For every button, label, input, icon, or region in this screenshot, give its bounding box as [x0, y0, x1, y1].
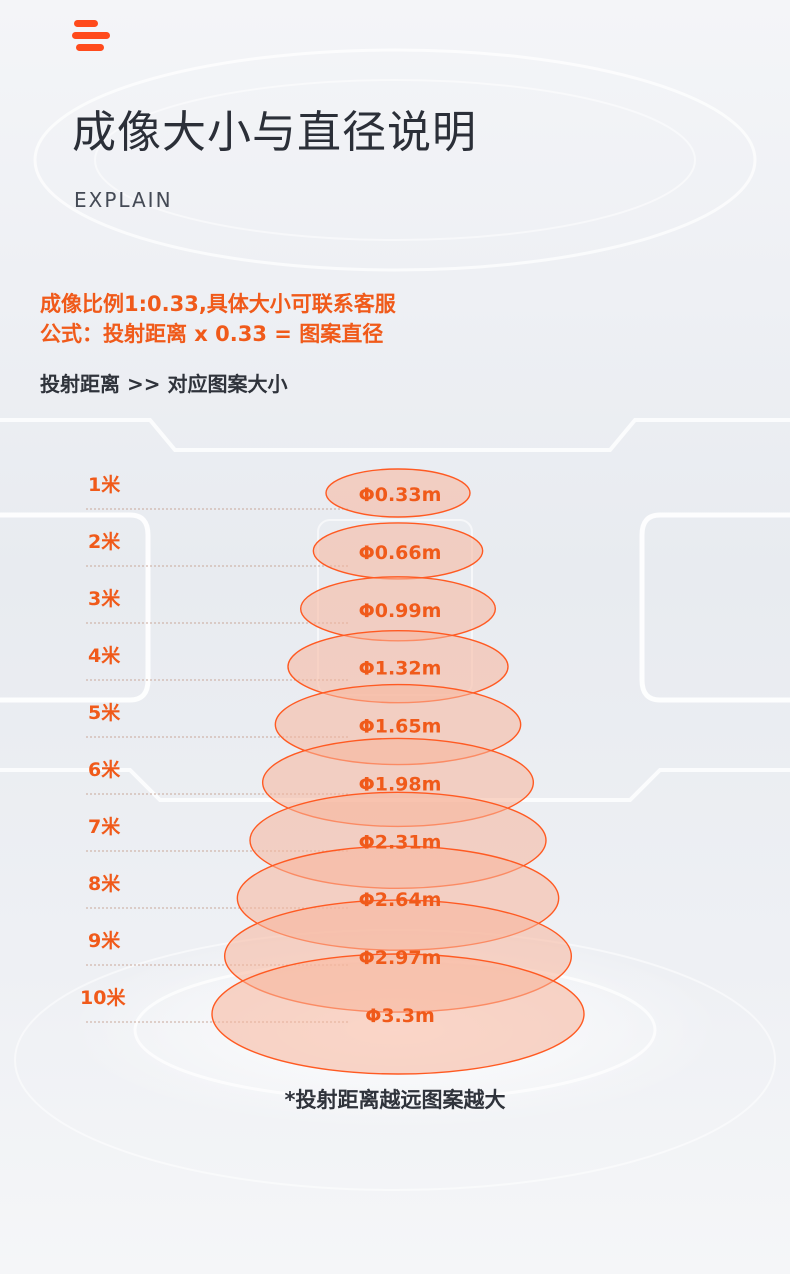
diameter-label: Φ1.98m	[359, 773, 442, 795]
distance-label: 10米	[80, 986, 126, 1009]
distance-label: 7米	[88, 815, 121, 838]
diameter-label: Φ0.99m	[359, 600, 442, 622]
distance-label: 1米	[88, 473, 121, 496]
diameter-label: Φ1.65m	[359, 716, 442, 738]
diameter-label: Φ0.66m	[359, 542, 442, 564]
distance-label: 8米	[88, 872, 121, 895]
diameter-label: Φ2.31m	[359, 831, 442, 853]
distance-label: 2米	[88, 530, 121, 553]
projection-ellipse	[211, 953, 585, 1075]
projection-ellipse	[325, 468, 471, 518]
page-subtitle: EXPLAIN	[74, 188, 173, 212]
distance-label: 9米	[88, 929, 121, 952]
menu-lines-icon	[72, 20, 112, 54]
diameter-label: Φ2.64m	[359, 889, 442, 911]
section-heading: 投射距离 >> 对应图案大小	[40, 372, 288, 396]
distance-label: 3米	[88, 587, 121, 610]
diameter-label: Φ2.97m	[359, 947, 442, 969]
footer-note: *投射距离越远图案越大	[284, 1088, 506, 1112]
formula-note: 公式：投射距离 x 0.33 = 图案直径	[40, 322, 384, 346]
distance-label: 5米	[88, 701, 121, 724]
distance-label: 4米	[88, 644, 121, 667]
diameter-label: Φ1.32m	[359, 658, 442, 680]
diameter-label: Φ0.33m	[359, 484, 442, 506]
ratio-note: 成像比例1:0.33,具体大小可联系客服	[40, 292, 396, 316]
distance-label: 6米	[88, 758, 121, 781]
page-title: 成像大小与直径说明	[72, 107, 477, 158]
diameter-label: Φ3.3m	[365, 1005, 435, 1027]
